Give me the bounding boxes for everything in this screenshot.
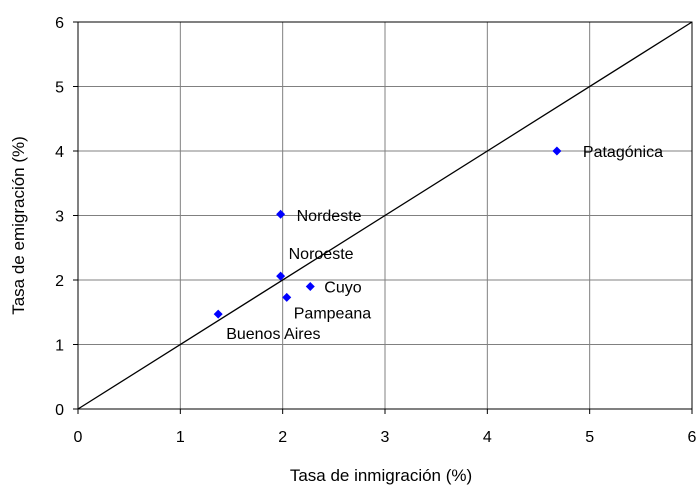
y-tick-label: 4 [55, 144, 64, 161]
y-tick-label: 5 [55, 80, 64, 97]
data-point [276, 209, 286, 219]
point-label: Pampeana [294, 305, 371, 322]
y-tick-label: 3 [55, 209, 64, 226]
point-label: Noroeste [289, 246, 354, 263]
point-label: Buenos Aires [226, 326, 320, 343]
x-tick-label: 6 [688, 429, 697, 446]
data-point [276, 271, 286, 281]
data-points [213, 146, 562, 319]
point-label: Patagónica [583, 144, 663, 161]
x-tick-label: 0 [74, 429, 83, 446]
y-tick-label: 2 [55, 273, 64, 290]
x-tick-label: 4 [483, 429, 492, 446]
data-point [305, 281, 315, 291]
x-axis: 0 1 2 3 4 5 6 [74, 409, 697, 446]
y-tick-label: 1 [55, 338, 64, 355]
y-tick-label: 6 [55, 15, 64, 32]
x-tick-label: 2 [278, 429, 287, 446]
x-axis-title: Tasa de inmigración (%) [290, 466, 472, 485]
data-point [282, 292, 292, 302]
y-axis-title: Tasa de emigración (%) [9, 136, 28, 315]
y-axis: 0 1 2 3 4 5 6 [55, 15, 78, 419]
point-labels: Patagónica Nordeste Noroeste Cuyo Pampeana Bu… [226, 144, 663, 343]
data-point [213, 309, 223, 319]
y-tick-label: 0 [55, 402, 64, 419]
point-label: Cuyo [324, 279, 361, 296]
x-tick-label: 5 [585, 429, 594, 446]
x-tick-label: 3 [381, 429, 390, 446]
diagonal-reference-line [77, 21, 693, 410]
x-tick-label: 1 [176, 429, 185, 446]
point-label: Nordeste [297, 208, 362, 225]
data-point [552, 146, 562, 156]
